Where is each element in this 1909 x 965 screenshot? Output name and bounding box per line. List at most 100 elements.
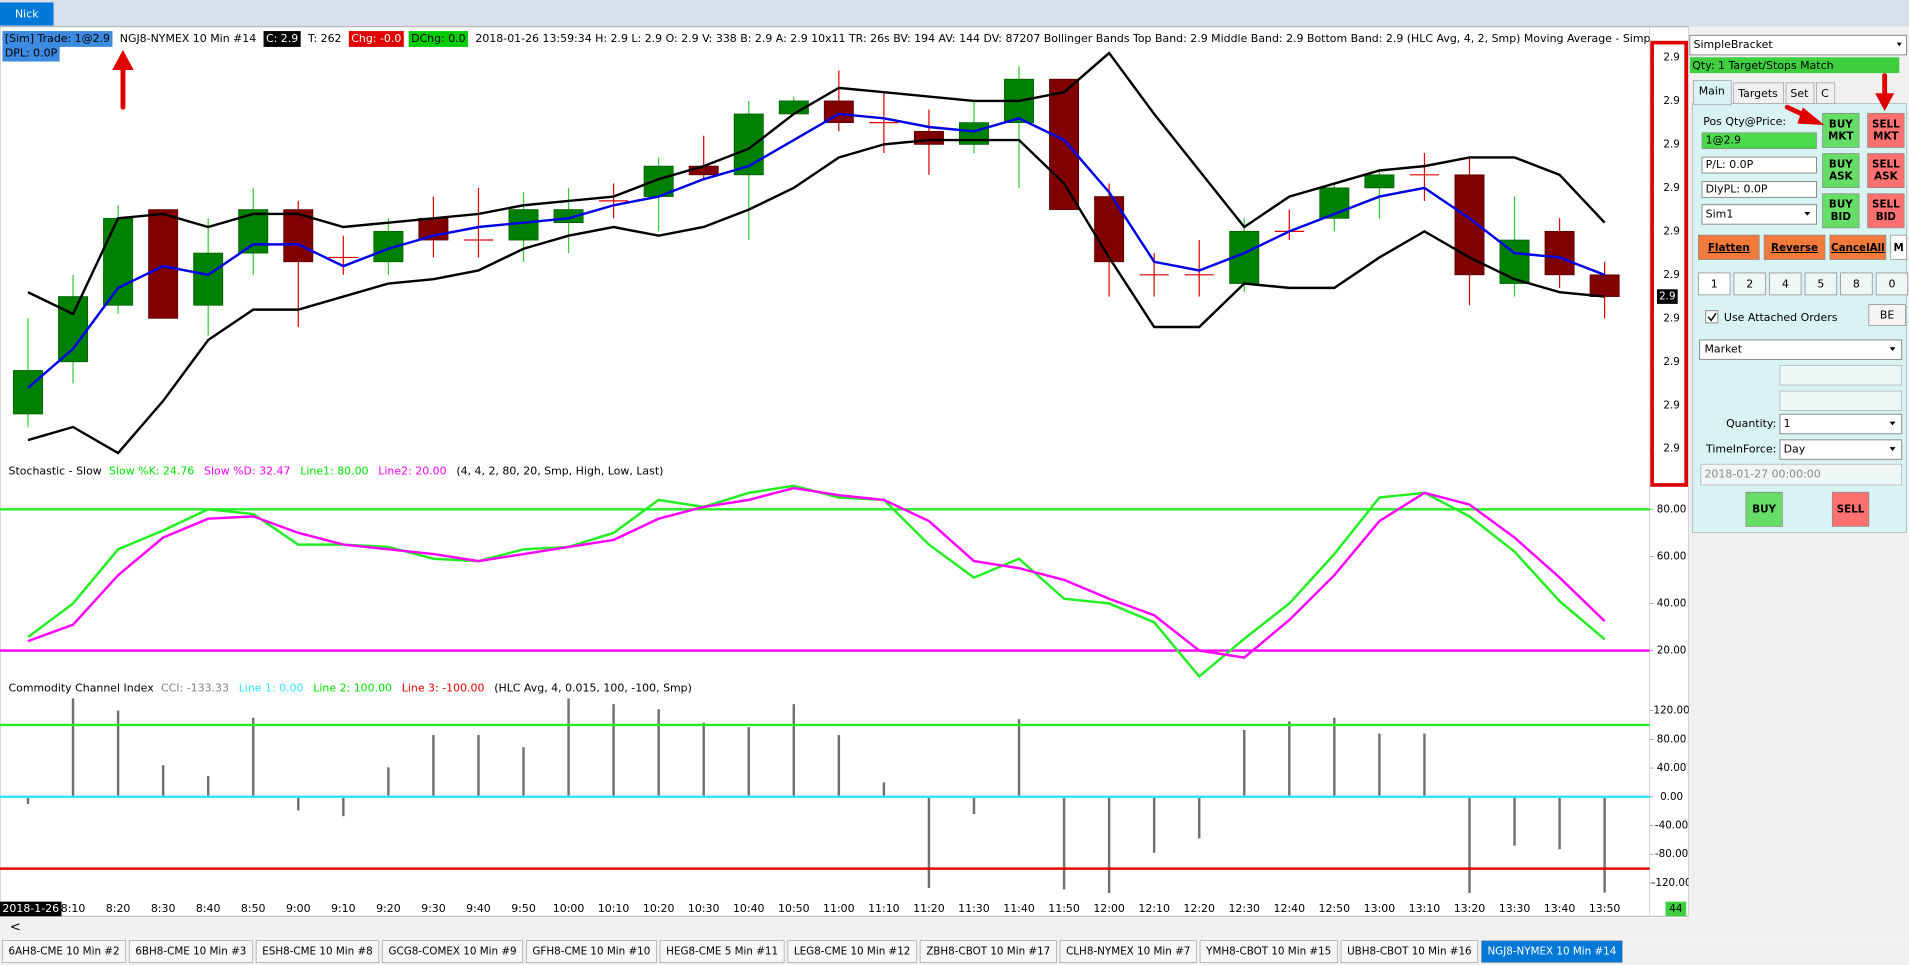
quantity-button-label[interactable]: 4 xyxy=(1782,278,1789,291)
instrument-tab[interactable] xyxy=(255,940,380,963)
order-type-select[interactable] xyxy=(1699,339,1903,360)
instrument-tab[interactable] xyxy=(1480,940,1623,963)
quantity-button-label[interactable]: 0 xyxy=(1888,278,1895,291)
account-select[interactable] xyxy=(1701,204,1817,225)
tab-label[interactable]: Targets xyxy=(1737,87,1778,100)
quantity-button[interactable] xyxy=(1698,272,1731,296)
quantity-button[interactable] xyxy=(1769,272,1802,296)
instrument-tab[interactable] xyxy=(1199,940,1338,963)
axis-column: 2.9 2.9 2.9 2.9 2.9 2.9 2.9 2.9 2.9 2.9 2.9 80.00 60… xyxy=(1649,51,1692,917)
be-button[interactable] xyxy=(1868,304,1906,326)
instrument-tab-label[interactable]: LEG8-CME 10 Min #12 xyxy=(794,946,910,958)
instrument-tab-label[interactable]: GFH8-CME 10 Min #10 xyxy=(532,946,650,958)
instrument-tab[interactable] xyxy=(659,940,785,963)
quantity-value[interactable]: 1 xyxy=(1784,417,1791,430)
action-button-label[interactable]: M xyxy=(1894,242,1904,254)
window-tab[interactable] xyxy=(0,2,54,26)
scroll-left[interactable]: < xyxy=(10,920,21,935)
instrument-tab-label[interactable]: GCG8-COMEX 10 Min #9 xyxy=(389,946,517,958)
sell-label[interactable]: SELL xyxy=(1837,503,1865,515)
instrument-tab-label[interactable]: ZBH8-CBOT 10 Min #17 xyxy=(926,946,1050,958)
quantity-button[interactable] xyxy=(1840,272,1873,296)
tab-label[interactable]: Main xyxy=(1699,84,1725,97)
indicator-title: Commodity Channel Index xyxy=(9,681,155,694)
order-button-label[interactable]: BUY xyxy=(1829,199,1853,211)
order-button-label[interactable]: BUY xyxy=(1829,158,1853,170)
sell-button[interactable] xyxy=(1831,491,1870,527)
action-button[interactable] xyxy=(1698,234,1760,260)
order-button[interactable] xyxy=(1867,153,1905,189)
y-tick-label: 40.00 xyxy=(1657,597,1687,609)
window-tab-label[interactable]: Nick xyxy=(15,8,39,21)
order-button-label[interactable]: MKT xyxy=(1828,130,1853,142)
quantity-button-label[interactable]: 8 xyxy=(1853,278,1860,291)
order-button[interactable] xyxy=(1822,193,1860,229)
instrument-tab-label[interactable]: 6AH8-CME 10 Min #2 xyxy=(9,946,120,958)
tab-main[interactable] xyxy=(1693,80,1732,106)
quantity-button[interactable] xyxy=(1804,272,1838,296)
cci-bar xyxy=(1062,796,1066,890)
checkbox[interactable] xyxy=(1705,310,1719,324)
be-label[interactable]: BE xyxy=(1880,309,1895,322)
quantity-button-label[interactable]: 2 xyxy=(1746,278,1753,291)
action-button-label[interactable]: CancelAll xyxy=(1831,242,1885,254)
buy-label[interactable]: BUY xyxy=(1752,503,1776,515)
instrument-tab[interactable] xyxy=(2,940,126,963)
chart-plot: [Sim] Trade: 1@2.9 NGJ8-NYMEX 10 Min #14 C… xyxy=(0,31,1650,894)
instrument-tab[interactable] xyxy=(382,940,524,963)
tab-label[interactable]: Set xyxy=(1790,87,1809,100)
action-button-label[interactable]: Flatten xyxy=(1708,242,1750,254)
order-button-label[interactable]: BUY xyxy=(1829,118,1853,130)
quantity-button-label[interactable]: 1 xyxy=(1711,278,1718,291)
quantity-button[interactable] xyxy=(1733,272,1766,296)
order-button[interactable] xyxy=(1822,153,1860,189)
tab-c[interactable] xyxy=(1816,82,1836,104)
y-tick-label: 2.9 xyxy=(1663,399,1679,411)
order-button[interactable] xyxy=(1867,193,1905,229)
tab-set[interactable] xyxy=(1785,82,1815,104)
action-button-label[interactable]: Reverse xyxy=(1771,242,1818,254)
instrument-tab[interactable] xyxy=(1340,940,1479,963)
tif-select[interactable] xyxy=(1779,439,1903,460)
instrument-tab-label[interactable]: UBH8-CBOT 10 Min #16 xyxy=(1347,946,1472,958)
attached-orders-label[interactable]: Use Attached Orders xyxy=(1724,311,1838,324)
order-button[interactable] xyxy=(1822,112,1860,148)
order-button-label[interactable]: MKT xyxy=(1873,130,1898,142)
action-button[interactable] xyxy=(1890,234,1907,260)
strategy-select[interactable] xyxy=(1689,34,1908,56)
order-button-label[interactable]: SELL xyxy=(1872,158,1900,170)
instrument-tab[interactable] xyxy=(919,940,1057,963)
instrument-tab-label[interactable]: HEG8-CME 5 Min #11 xyxy=(666,946,778,958)
buy-button[interactable] xyxy=(1745,491,1783,527)
annotations xyxy=(112,49,1895,125)
tab-targets[interactable] xyxy=(1733,82,1784,104)
order-button-label[interactable]: BID xyxy=(1831,211,1852,223)
action-button[interactable] xyxy=(1829,234,1887,260)
candle-body xyxy=(733,113,764,176)
action-button[interactable] xyxy=(1763,234,1826,260)
order-type-value[interactable]: Market xyxy=(1704,343,1742,356)
instrument-tab[interactable] xyxy=(525,940,657,963)
instrument-tab-label[interactable]: NGJ8-NYMEX 10 Min #14 xyxy=(1487,946,1616,958)
scrollbar[interactable] xyxy=(0,917,1909,939)
instrument-tab[interactable] xyxy=(1059,940,1197,963)
tab-label[interactable]: C xyxy=(1821,87,1829,100)
cci-bar xyxy=(612,704,615,797)
quantity-field[interactable] xyxy=(1779,413,1903,435)
order-button-label[interactable]: ASK xyxy=(1829,171,1853,183)
quantity-button[interactable] xyxy=(1875,272,1909,296)
instrument-tab-label[interactable]: ESH8-CME 10 Min #8 xyxy=(262,946,372,958)
order-button-label[interactable]: SELL xyxy=(1872,118,1900,130)
order-button-label[interactable]: ASK xyxy=(1874,171,1898,183)
instrument-tab-label[interactable]: CLH8-NYMEX 10 Min #7 xyxy=(1066,946,1190,958)
instrument-tab-label[interactable]: YMH8-CBOT 10 Min #15 xyxy=(1205,946,1331,958)
instrument-tab[interactable] xyxy=(787,940,917,963)
instrument-tab[interactable] xyxy=(128,940,253,963)
instrument-tab-label[interactable]: 6BH8-CME 10 Min #3 xyxy=(135,946,246,958)
tif-value[interactable]: Day xyxy=(1784,443,1806,456)
order-button[interactable] xyxy=(1867,112,1905,148)
account-value[interactable]: Sim1 xyxy=(1706,207,1734,220)
quantity-button-label[interactable]: 5 xyxy=(1817,278,1824,291)
order-button-label[interactable]: SELL xyxy=(1872,199,1900,211)
order-button-label[interactable]: BID xyxy=(1876,211,1897,223)
